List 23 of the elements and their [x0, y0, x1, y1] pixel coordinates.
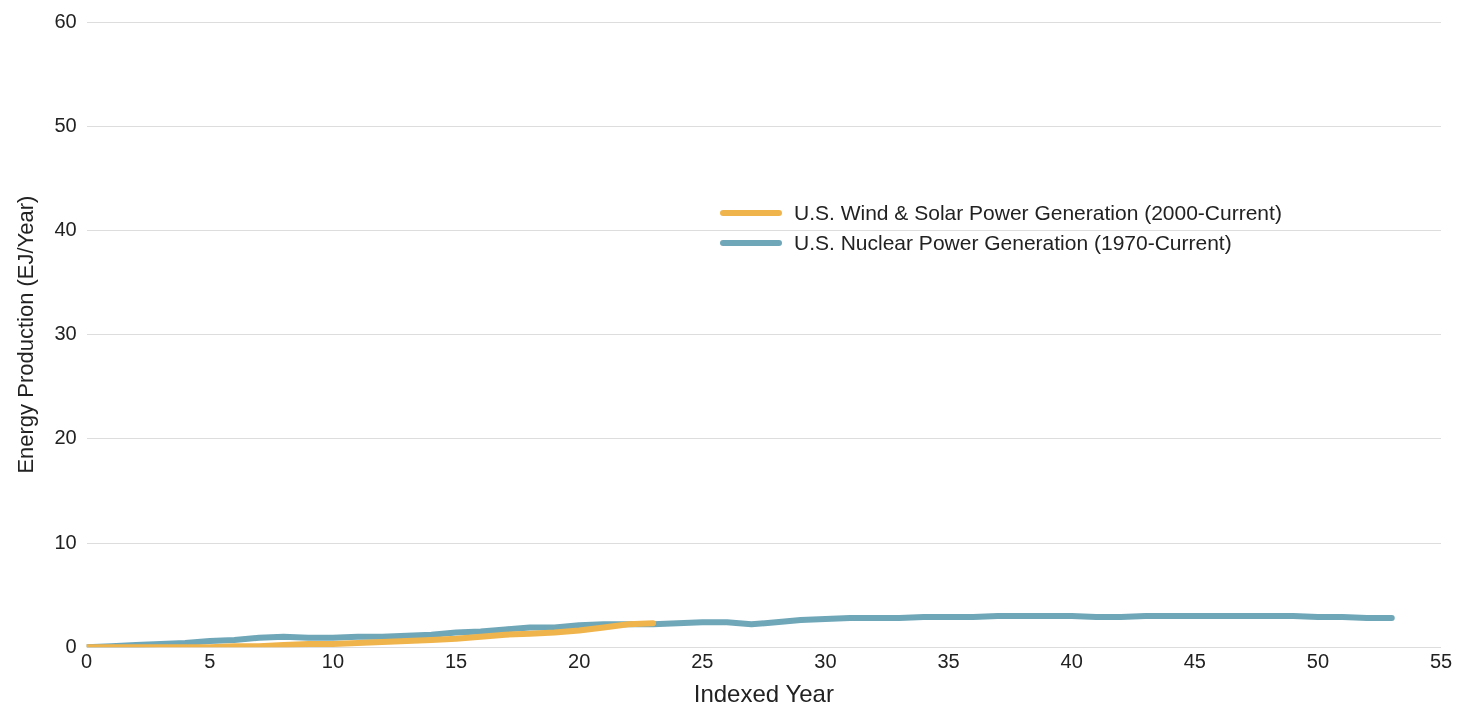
x-tick-label: 35: [937, 649, 960, 672]
x-tick-label: 20: [568, 649, 591, 672]
x-tick-label: 55: [1429, 649, 1453, 672]
x-tick-label: 5: [204, 649, 216, 672]
x-tick-label: 30: [814, 649, 837, 672]
y-tick-label: 10: [54, 530, 77, 553]
y-tick-label: 60: [54, 9, 77, 32]
x-tick-label: 45: [1183, 649, 1206, 672]
x-tick-label: 0: [81, 649, 93, 672]
y-tick-label: 0: [65, 634, 77, 657]
x-tick-label: 25: [691, 649, 714, 672]
legend-label: U.S. Wind & Solar Power Generation (2000-Current): [794, 201, 1282, 225]
y-axis-title: Energy Production (EJ/Year): [13, 195, 39, 474]
x-tick-label: 40: [1060, 649, 1083, 672]
y-tick-label: 40: [54, 217, 77, 240]
y-tick-label: 30: [54, 322, 77, 345]
y-tick-label: 50: [54, 113, 77, 136]
x-tick-label: 50: [1306, 649, 1329, 672]
legend-label: U.S. Nuclear Power Generation (1970-Current): [794, 231, 1232, 255]
y-tick-label: 20: [54, 426, 77, 449]
x-tick-label: 10: [321, 649, 345, 672]
x-tick-label: 15: [444, 649, 468, 672]
x-axis-title: Indexed Year: [693, 680, 834, 708]
